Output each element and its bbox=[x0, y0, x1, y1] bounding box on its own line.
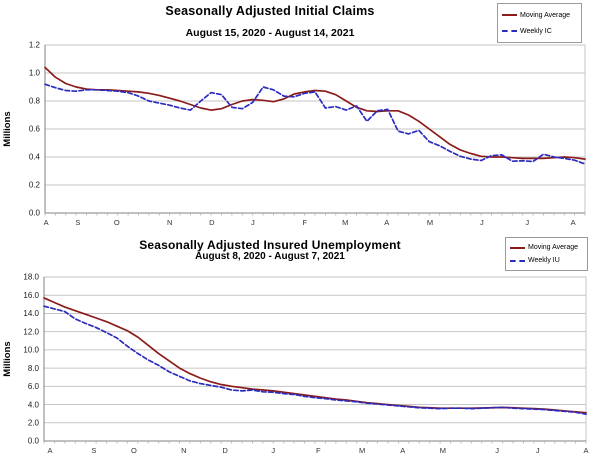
y-tick-label: 16.0 bbox=[23, 291, 39, 300]
x-tick-label: O bbox=[114, 218, 120, 227]
moving-average-line bbox=[44, 66, 586, 160]
legend-item-weekly-ic: Weekly IC bbox=[502, 28, 577, 35]
x-tick-label: A bbox=[44, 218, 49, 227]
y-tick-label: 14.0 bbox=[23, 309, 39, 318]
insured-unemployment-title: Seasonally Adjusted Insured Unemployment bbox=[139, 238, 401, 252]
initial-claims-title: Seasonally Adjusted Initial Claims bbox=[165, 4, 375, 18]
gridlines bbox=[45, 72, 585, 186]
x-tick-label: M bbox=[440, 446, 446, 455]
y-tick-label: 4.0 bbox=[28, 400, 40, 409]
y-tick-label: 0.2 bbox=[29, 181, 41, 190]
x-axis-ticks bbox=[43, 441, 587, 444]
plot-area bbox=[43, 276, 587, 442]
x-tick-label: J bbox=[525, 218, 529, 227]
x-tick-label: A bbox=[583, 446, 588, 455]
initial-claims-plot: 1.21.00.80.60.40.20.0A S O N D J F M A M J J AMillio… bbox=[2, 41, 586, 227]
y-axis-tick-labels: 18.0 16.0 14.0 12.0 10.0 8.0 6.0 4.0 2.0 0.0 bbox=[23, 273, 39, 446]
y-tick-label: 8.0 bbox=[28, 364, 40, 373]
x-tick-label: O bbox=[131, 446, 137, 455]
y-tick-label: 18.0 bbox=[23, 273, 39, 282]
moving-average-line-swatch bbox=[510, 246, 525, 249]
x-tick-label: J bbox=[480, 218, 484, 227]
gridlines bbox=[44, 294, 586, 424]
x-tick-label: F bbox=[316, 446, 321, 455]
insured-unemployment-legend: Moving Average Weekly IU bbox=[505, 237, 588, 271]
insured-unemployment-plot: 18.0 16.0 14.0 12.0 10.0 8.0 6.0 4.0 2.0 0.0 A S O N D… bbox=[2, 273, 589, 455]
y-tick-label: 0.6 bbox=[29, 125, 41, 134]
y-tick-label: 6.0 bbox=[28, 382, 40, 391]
x-tick-label: A bbox=[571, 218, 576, 227]
legend-label: Moving Average bbox=[520, 11, 571, 19]
x-tick-label: J bbox=[251, 218, 255, 227]
y-tick-label: 0.0 bbox=[28, 437, 40, 446]
weekly-ic-line bbox=[44, 83, 586, 165]
y-tick-label: 0.4 bbox=[29, 153, 41, 162]
x-axis-ticks bbox=[44, 213, 586, 216]
legend-label: Weekly IU bbox=[528, 257, 560, 264]
y-tick-label: 0.8 bbox=[29, 97, 41, 106]
legend-label: Moving Average bbox=[528, 244, 579, 251]
x-tick-label: J bbox=[536, 446, 540, 455]
y-tick-label: 12.0 bbox=[23, 327, 39, 336]
x-tick-label: A bbox=[384, 218, 389, 227]
y-tick-label: 2.0 bbox=[28, 418, 40, 427]
weekly-iu-line-swatch bbox=[510, 259, 525, 262]
x-tick-label: S bbox=[91, 446, 96, 455]
y-tick-label: 0.0 bbox=[29, 209, 41, 218]
x-tick-label: D bbox=[222, 446, 228, 455]
x-tick-label: A bbox=[400, 446, 405, 455]
initial-claims-subtitle: August 15, 2020 - August 14, 2021 bbox=[185, 27, 355, 39]
y-tick-label: 1.2 bbox=[29, 41, 41, 50]
weekly-ic-line-swatch bbox=[502, 30, 517, 32]
x-tick-label: J bbox=[495, 446, 499, 455]
y-axis-title: Millions bbox=[2, 341, 13, 376]
x-tick-label: F bbox=[302, 218, 307, 227]
initial-claims-legend: Moving Average Weekly IC bbox=[497, 3, 582, 43]
legend-item-moving-average: Moving Average bbox=[510, 244, 583, 251]
moving-average-line-swatch bbox=[502, 14, 517, 16]
y-axis-tick-labels: 1.2 1.0 0.8 0.6 0.4 0.2 0.0 bbox=[29, 41, 41, 218]
insured-unemployment-subtitle: August 8, 2020 - August 7, 2021 bbox=[195, 251, 345, 262]
legend-label: Weekly IC bbox=[520, 27, 552, 35]
x-tick-label: J bbox=[271, 446, 275, 455]
x-tick-label: N bbox=[181, 446, 186, 455]
x-tick-label: S bbox=[75, 218, 80, 227]
x-tick-label: M bbox=[427, 218, 433, 227]
x-tick-label: M bbox=[359, 446, 365, 455]
x-tick-label: D bbox=[209, 218, 215, 227]
weekly-iu-line bbox=[43, 305, 587, 415]
y-tick-label: 1.0 bbox=[29, 69, 41, 78]
x-tick-label: M bbox=[342, 218, 348, 227]
y-axis-title: Millions bbox=[2, 111, 13, 146]
y-tick-label: 10.0 bbox=[23, 346, 39, 355]
legend-item-weekly-iu: Weekly IU bbox=[510, 257, 583, 264]
x-tick-label: A bbox=[47, 446, 52, 455]
x-tick-label: N bbox=[167, 218, 172, 227]
legend-item-moving-average: Moving Average bbox=[502, 12, 577, 19]
